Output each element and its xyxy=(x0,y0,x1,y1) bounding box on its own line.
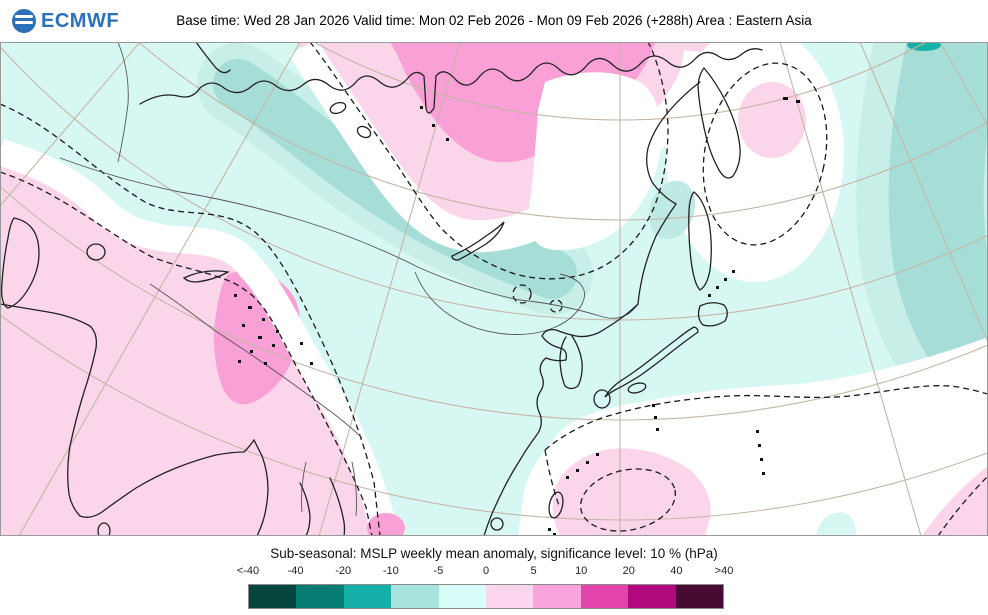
plot-title: Base time: Wed 28 Jan 2026 Valid time: M… xyxy=(176,13,812,28)
legend-tick: 10 xyxy=(575,565,588,577)
anomaly-map xyxy=(0,42,988,536)
anomaly-fill-pink-philippine-sea xyxy=(552,448,711,536)
graticule xyxy=(0,42,988,536)
legend-tick: 40 xyxy=(670,565,683,577)
ecmwf-globe-icon xyxy=(12,9,36,33)
legend-tick: -5 xyxy=(433,565,444,577)
legend-tick: -40 xyxy=(287,565,304,577)
ecmwf-logo: ECMWF xyxy=(12,9,119,33)
anomaly-fill-pink-core-north xyxy=(390,42,655,163)
legend-tick: <-40 xyxy=(236,565,260,577)
anomaly-fill-pink-core-indochina xyxy=(367,513,405,536)
island-specks xyxy=(234,97,800,536)
coastlines xyxy=(0,42,763,536)
legend-color-swatch xyxy=(628,585,676,608)
legend-color-swatch xyxy=(438,585,487,608)
nonsignificant-hole-north xyxy=(528,72,662,251)
ecmwf-logo-text: ECMWF xyxy=(41,9,120,32)
legend-color-bar xyxy=(248,584,724,609)
header-bar: ECMWF Base time: Wed 28 Jan 2026 Valid t… xyxy=(0,0,988,42)
anomaly-fill-teal-east xyxy=(856,42,988,435)
color-legend: <-40 -40 -20 -10 -5 0 5 10 20 40 >40 xyxy=(237,565,733,611)
legend-color-swatch xyxy=(296,585,344,608)
legend-color-swatch xyxy=(249,585,297,608)
legend-color-swatch xyxy=(580,585,629,608)
map-canvas xyxy=(0,42,988,536)
anomaly-fill-pink-corner-southeast xyxy=(922,466,988,536)
footer: Sub-seasonal: MSLP weekly mean anomaly, … xyxy=(0,536,988,615)
legend-tick: >40 xyxy=(714,565,734,577)
legend-color-swatch xyxy=(533,585,581,608)
legend-tick: 0 xyxy=(482,565,490,577)
legend-tick: 20 xyxy=(622,565,635,577)
anomaly-fill-cyan-patch-south xyxy=(816,512,857,536)
nonsignificant-band-southwest xyxy=(0,139,399,536)
legend-color-swatch xyxy=(675,585,724,608)
legend-tick: -10 xyxy=(382,565,399,577)
anomaly-fill-teal-dark-spot xyxy=(907,42,941,51)
legend-tick: -20 xyxy=(335,565,352,577)
legend-tick: 5 xyxy=(530,565,537,577)
legend-color-swatch xyxy=(343,585,392,608)
legend-color-swatch xyxy=(486,585,534,608)
anomaly-fill-pink-southwest xyxy=(0,152,385,536)
significance-contours xyxy=(0,42,988,536)
legend-color-swatch xyxy=(391,585,439,608)
map-caption: Sub-seasonal: MSLP weekly mean anomaly, … xyxy=(270,546,718,561)
anomaly-fill-pink-bering xyxy=(738,82,806,158)
